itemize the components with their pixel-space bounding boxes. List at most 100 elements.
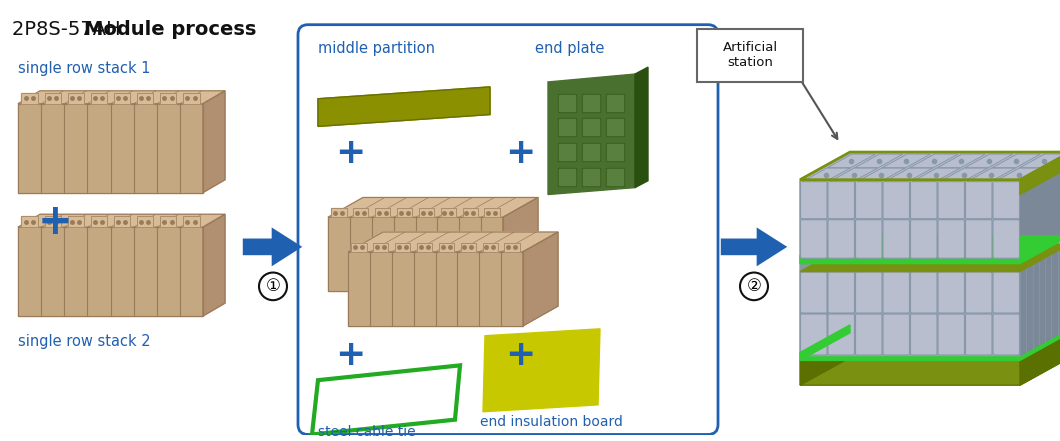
Text: end plate: end plate [535, 41, 604, 56]
Bar [582, 168, 600, 186]
Polygon shape [802, 168, 850, 182]
Polygon shape [332, 208, 347, 217]
Polygon shape [439, 243, 454, 252]
Bar [607, 95, 623, 111]
FancyBboxPatch shape [800, 180, 827, 219]
FancyBboxPatch shape [938, 220, 965, 258]
Text: 2P8S-57AH: 2P8S-57AH [12, 20, 127, 39]
Polygon shape [68, 217, 84, 227]
Polygon shape [21, 93, 38, 104]
Polygon shape [856, 168, 905, 182]
FancyArrowPatch shape [721, 228, 788, 266]
Polygon shape [462, 208, 478, 217]
Polygon shape [204, 91, 225, 193]
Polygon shape [419, 208, 435, 217]
Polygon shape [45, 93, 60, 104]
Polygon shape [91, 217, 107, 227]
Polygon shape [1020, 333, 1060, 385]
Polygon shape [800, 180, 1020, 259]
Bar [583, 120, 599, 135]
FancyBboxPatch shape [855, 314, 882, 355]
Bar [558, 143, 576, 161]
Polygon shape [830, 168, 878, 182]
Polygon shape [965, 154, 1013, 168]
FancyBboxPatch shape [966, 180, 992, 219]
Polygon shape [800, 333, 850, 385]
FancyBboxPatch shape [800, 314, 827, 355]
Text: end insulation board: end insulation board [480, 415, 623, 429]
FancyBboxPatch shape [911, 314, 937, 355]
FancyBboxPatch shape [911, 220, 937, 258]
Bar [582, 143, 600, 161]
FancyBboxPatch shape [993, 272, 1020, 313]
FancyBboxPatch shape [966, 220, 992, 258]
Bar [558, 168, 576, 186]
Polygon shape [348, 252, 523, 326]
Polygon shape [939, 168, 988, 182]
FancyBboxPatch shape [993, 180, 1020, 219]
Polygon shape [18, 227, 204, 316]
Polygon shape [351, 243, 367, 252]
Polygon shape [18, 91, 225, 104]
Polygon shape [523, 232, 558, 326]
Bar [607, 120, 623, 135]
FancyBboxPatch shape [298, 25, 718, 434]
Polygon shape [992, 154, 1041, 168]
Polygon shape [18, 104, 204, 193]
FancyBboxPatch shape [883, 180, 909, 219]
Polygon shape [504, 198, 538, 292]
Polygon shape [800, 272, 1020, 355]
Text: Artificial
station: Artificial station [723, 41, 778, 69]
Polygon shape [800, 152, 850, 360]
Polygon shape [373, 243, 388, 252]
Text: +: + [335, 339, 366, 373]
Polygon shape [461, 243, 476, 252]
Polygon shape [884, 168, 933, 182]
FancyArrowPatch shape [243, 228, 302, 266]
Polygon shape [482, 243, 498, 252]
Polygon shape [800, 236, 1060, 264]
FancyBboxPatch shape [938, 314, 965, 355]
Polygon shape [800, 244, 1060, 272]
Polygon shape [21, 217, 38, 227]
Polygon shape [854, 154, 903, 168]
FancyBboxPatch shape [966, 272, 992, 313]
Polygon shape [1020, 152, 1060, 259]
Polygon shape [505, 243, 519, 252]
FancyBboxPatch shape [697, 29, 803, 82]
Bar [559, 120, 575, 135]
Polygon shape [183, 93, 199, 104]
Polygon shape [137, 93, 154, 104]
Text: +: + [335, 136, 366, 170]
Text: ①: ① [266, 277, 281, 295]
Polygon shape [45, 217, 60, 227]
Text: single row stack 2: single row stack 2 [18, 334, 151, 349]
Polygon shape [800, 358, 1060, 385]
Polygon shape [1020, 152, 1060, 194]
FancyBboxPatch shape [828, 314, 854, 355]
FancyBboxPatch shape [938, 180, 965, 219]
FancyBboxPatch shape [828, 272, 854, 313]
Bar [606, 168, 624, 186]
Polygon shape [328, 217, 504, 292]
Polygon shape [483, 329, 600, 412]
Polygon shape [909, 154, 958, 168]
Bar [582, 119, 600, 136]
Text: steel cable tie: steel cable tie [318, 425, 416, 439]
Bar [606, 94, 624, 112]
FancyBboxPatch shape [993, 314, 1020, 355]
Polygon shape [68, 93, 84, 104]
FancyBboxPatch shape [883, 220, 909, 258]
Polygon shape [1020, 154, 1060, 168]
FancyBboxPatch shape [911, 272, 937, 313]
Bar [607, 169, 623, 185]
FancyBboxPatch shape [966, 314, 992, 355]
Bar [559, 95, 575, 111]
Polygon shape [318, 87, 490, 127]
Polygon shape [635, 67, 648, 187]
Polygon shape [183, 217, 199, 227]
Polygon shape [1020, 244, 1060, 355]
Bar [558, 119, 576, 136]
Polygon shape [912, 168, 960, 182]
Text: ②: ② [746, 277, 761, 295]
